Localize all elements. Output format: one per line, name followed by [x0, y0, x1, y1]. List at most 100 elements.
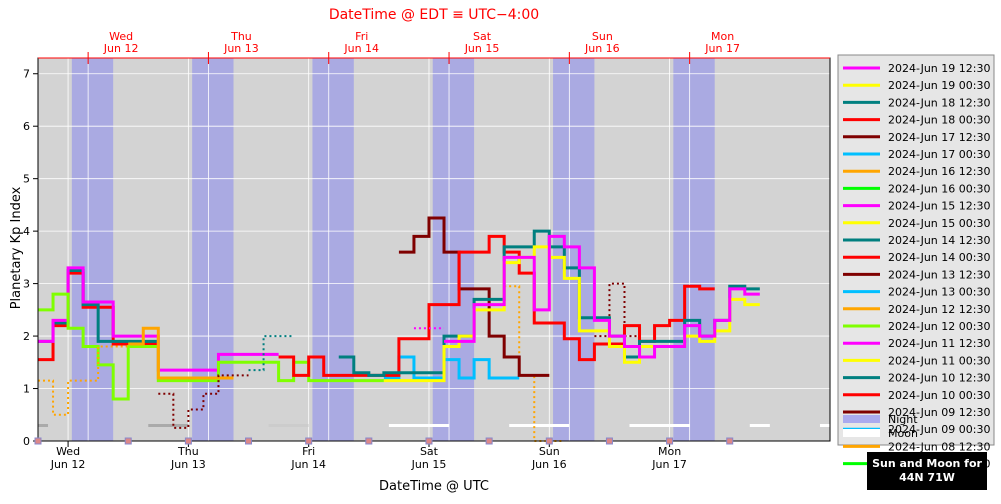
legend-label: 2024-Jun 11 12:30 — [888, 337, 990, 350]
night-band — [553, 58, 595, 441]
y-axis-label: Planetary Kp Index — [9, 186, 24, 309]
day-marker — [605, 437, 613, 445]
night-band — [432, 58, 475, 441]
legend-label: 2024-Jun 17 12:30 — [888, 131, 990, 144]
day-marker — [305, 437, 313, 445]
day-marker — [425, 437, 433, 445]
day-marker — [485, 437, 493, 445]
location-box-line2: 44N 71W — [899, 471, 955, 484]
top-tick-day: Fri — [355, 30, 368, 43]
top-tick-day: Sun — [592, 30, 613, 43]
chart-title: DateTime @ EDT ≡ UTC−4:00 — [329, 7, 539, 23]
y-tick-label: 0 — [23, 435, 30, 448]
legend-label: 2024-Jun 09 00:30 — [888, 423, 990, 436]
series-forecast-line — [594, 282, 640, 338]
legend-label: 2024-Jun 11 00:30 — [888, 354, 990, 367]
moon-bar — [268, 424, 309, 427]
location-box-line1: Sun and Moon for — [872, 457, 982, 470]
y-tick-label: 5 — [23, 173, 30, 186]
x-tick-date: Jun 14 — [290, 458, 326, 471]
location-box-background — [867, 452, 987, 490]
legend-label: 2024-Jun 15 00:30 — [888, 217, 990, 230]
night-band — [71, 58, 114, 441]
moon-bar — [38, 424, 49, 427]
moon-bar — [749, 424, 770, 427]
day-marker — [666, 437, 674, 445]
top-tick-date: Jun 17 — [704, 42, 740, 55]
series-forecast-line — [504, 285, 565, 442]
x-tick-day: Wed — [56, 445, 80, 458]
x-tick-day: Thu — [177, 445, 199, 458]
legend-swatch — [843, 415, 880, 423]
series-forecast-line — [158, 374, 249, 429]
legend-label: 2024-Jun 14 00:30 — [888, 251, 990, 264]
top-tick-day: Mon — [711, 30, 734, 43]
top-tick-date: Jun 13 — [223, 42, 259, 55]
x-tick-day: Mon — [658, 445, 681, 458]
night-band — [312, 58, 354, 441]
legend-label: 2024-Jun 13 00:30 — [888, 286, 990, 299]
legend-swatch — [843, 429, 880, 437]
legend-label: Moon — [888, 427, 918, 440]
top-tick-date: Jun 14 — [343, 42, 379, 55]
day-marker — [124, 437, 132, 445]
top-tick-date: Jun 16 — [584, 42, 620, 55]
y-tick-label: 2 — [23, 330, 30, 343]
y-tick-label: 1 — [23, 383, 30, 396]
legend-label: 2024-Jun 12 00:30 — [888, 320, 990, 333]
y-tick-label: 7 — [23, 68, 30, 81]
y-tick-label: 4 — [23, 225, 30, 238]
series-forecast-line — [38, 345, 129, 416]
x-axis-label: DateTime @ UTC — [379, 479, 489, 494]
legend-label: 2024-Jun 15 12:30 — [888, 200, 990, 213]
day-marker — [726, 437, 734, 445]
day-marker — [184, 437, 192, 445]
series-line — [444, 234, 760, 359]
x-tick-day: Sun — [539, 445, 560, 458]
moon-bar — [819, 424, 830, 427]
top-tick-day: Thu — [230, 30, 252, 43]
night-band — [192, 58, 234, 441]
legend-label: 2024-Jun 18 00:30 — [888, 114, 990, 127]
legend: 2024-Jun 19 12:30 2024-Jun 19 00:30 2024-J… — [837, 54, 995, 471]
day-marker — [245, 437, 253, 445]
moon-bar — [148, 424, 189, 427]
series-line — [398, 216, 550, 377]
day-marker — [365, 437, 373, 445]
x-tick-day: Fri — [302, 445, 315, 458]
legend-label: 2024-Jun 14 12:30 — [888, 234, 990, 247]
location-box: Sun and Moon for 44N 71W — [867, 452, 987, 490]
legend-label: 2024-Jun 09 12:30 — [888, 406, 990, 419]
legend-label: 2024-Jun 16 12:30 — [888, 165, 990, 178]
y-tick-label: 6 — [23, 120, 30, 133]
legend-label: 2024-Jun 13 12:30 — [888, 268, 990, 281]
series-forecast-line — [248, 335, 294, 372]
legend-label: 2024-Jun 10 12:30 — [888, 372, 990, 385]
y-tick-label: 3 — [23, 278, 30, 291]
moon-bar — [629, 424, 690, 427]
night-band — [673, 58, 715, 441]
legend-label: Night — [888, 413, 918, 426]
x-tick-date: Jun 16 — [531, 458, 567, 471]
x-tick-date: Jun 17 — [651, 458, 687, 471]
series-line — [128, 326, 234, 380]
legend-label: 2024-Jun 19 00:30 — [888, 79, 990, 92]
day-marker — [34, 437, 42, 445]
x-tick-day: Sat — [420, 445, 439, 458]
legend-label: 2024-Jun 19 12:30 — [888, 62, 990, 75]
x-tick-date: Jun 13 — [170, 458, 206, 471]
day-marker — [545, 437, 553, 445]
legend-label: 2024-Jun 10 00:30 — [888, 389, 990, 402]
x-tick-date: Jun 12 — [50, 458, 86, 471]
legend-label: 2024-Jun 16 00:30 — [888, 182, 990, 195]
legend-label: 2024-Jun 18 12:30 — [888, 96, 990, 109]
x-tick-date: Jun 15 — [411, 458, 447, 471]
top-tick-day: Wed — [109, 30, 133, 43]
series-line — [383, 245, 760, 383]
legend-label: 2024-Jun 17 00:30 — [888, 148, 990, 161]
top-tick-date: Jun 12 — [103, 42, 139, 55]
top-tick-day: Sat — [473, 30, 492, 43]
moon-bar — [388, 424, 450, 427]
